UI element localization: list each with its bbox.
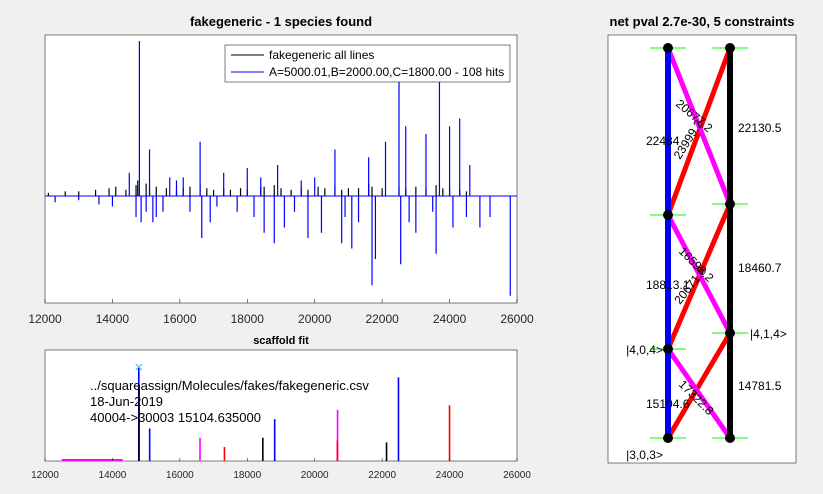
edge-label-4: 18813.1 [646,278,690,292]
scaffold-marks [61,363,451,461]
spectrum-marks [45,41,517,296]
node-label-414: |4,1,4> [750,327,787,341]
edge-label-7: 18460.7 [738,261,782,275]
annotation-date: 18-Jun-2019 [90,394,163,409]
legend-box [224,44,511,83]
x-tick-label: 20000 [298,312,332,326]
x-tick-label: 12000 [31,470,59,481]
cross-edge-4 [665,331,733,440]
x-tick-label: 12000 [28,312,62,326]
fit-marker [135,363,143,371]
spectrum-title: fakegeneric - 1 species found [190,14,372,29]
x-tick-label: 14000 [96,312,130,326]
node-5 [725,199,735,209]
x-tick-label: 20000 [301,470,329,481]
node-1 [663,210,673,220]
node-6 [725,328,735,338]
scaffold-axes [44,349,518,462]
cross-edge-3 [665,213,733,335]
legend-entry-hits: A=5000.01,B=2000.00,C=1800.00 - 108 hits [269,65,504,79]
x-tick-label: 14000 [99,470,127,481]
x-tick-label: 16000 [166,470,194,481]
node-label-404: |4,0,4> [626,343,663,357]
x-tick-label: 26000 [503,470,531,481]
scaffold-title: scaffold fit [253,335,309,347]
edge-label-8: 15104.6 [646,397,690,411]
x-tick-label: 24000 [433,312,467,326]
scaffold-x-ticks: 12000 14000 16000 18000 20000 22000 24000 26000 [31,458,531,481]
node-label-303: |3,0,3> [626,448,663,462]
x-tick-label: 18000 [231,312,265,326]
node-0 [663,43,673,53]
node-2 [663,344,673,354]
legend: fakegeneric all lines A=5000.01,B=2000.0… [224,44,511,83]
x-tick-label: 22000 [368,470,396,481]
spectrum-x-ticks: 12000 14000 16000 18000 20000 22000 24000 26000 [28,299,534,326]
annotation-file: ../squareassign/Molecules/fakes/fakegene… [90,378,369,393]
cross-edge-5 [665,347,733,440]
edge-label-10: 14781.5 [738,379,782,393]
network-axes [607,34,797,464]
edge-label-0: 22484 [646,134,680,148]
x-tick-label: 26000 [500,312,534,326]
node-7 [725,433,735,443]
cross-edge-1 [665,47,733,205]
annotation-transition: 40004->30003 15104.635000 [90,410,261,425]
x-tick-label: 16000 [163,312,197,326]
node-4 [725,43,735,53]
x-tick-label: 22000 [365,312,399,326]
x-tick-label: 18000 [233,470,261,481]
network-title: net pval 2.7e-30, 5 constraints [610,14,795,29]
x-tick-label: 24000 [436,470,464,481]
node-3 [663,433,673,443]
legend-entry-all-lines: fakegeneric all lines [269,48,374,62]
edge-label-3: 22130.5 [738,121,782,135]
